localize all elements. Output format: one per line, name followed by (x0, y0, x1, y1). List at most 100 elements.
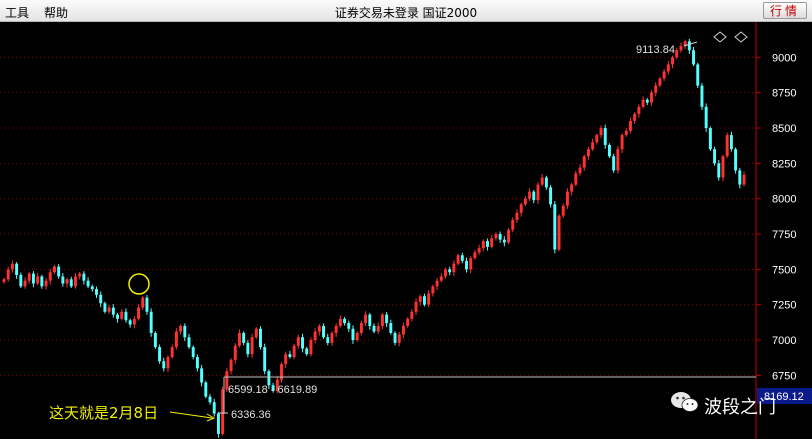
candle-body (195, 357, 199, 369)
diamond-marker-icon[interactable] (713, 31, 727, 43)
current-price-label: 8169.12 (764, 391, 804, 403)
candle-body (48, 272, 52, 281)
candle-body (6, 269, 10, 280)
candle-body (645, 99, 649, 103)
candle-body (204, 382, 208, 397)
candle-body (679, 46, 683, 51)
candlestick-chart[interactable]: 9000 8750 8500 8250 8000 7750 7500 7250 7000 6750… (0, 22, 812, 439)
candle-body (347, 323, 351, 329)
candle-body (734, 149, 738, 171)
candle-body (452, 263, 456, 273)
candle-body (296, 337, 300, 346)
candle-body (540, 177, 544, 185)
candle-body (23, 280, 27, 287)
tick-label: 7250 (772, 300, 796, 312)
candle-body (317, 325, 321, 332)
candle-body (263, 347, 267, 372)
candle-body (444, 269, 447, 277)
candle-body (376, 325, 380, 332)
candle-body (708, 128, 712, 150)
candle-body (544, 177, 548, 188)
candle-body (380, 314, 384, 326)
candle-body (27, 273, 31, 281)
candle-body (713, 149, 717, 164)
candle-body (578, 167, 582, 174)
candle-body (107, 307, 111, 312)
menu-help[interactable]: 帮助 (44, 6, 69, 20)
tick-label: 7000 (772, 335, 796, 347)
candle-body (343, 318, 347, 324)
candle-body (179, 325, 183, 332)
candle-body (427, 293, 431, 305)
high-annotation: 9113.84 (636, 41, 698, 56)
candle-body (519, 204, 523, 213)
candle-body (372, 325, 376, 332)
candle-body (267, 371, 271, 386)
candle-body (338, 318, 342, 326)
candle-body (90, 286, 94, 290)
candle-body (696, 64, 700, 86)
candle-body (654, 85, 658, 93)
candle-body (271, 385, 275, 391)
candle-body (44, 280, 48, 287)
candle-body (212, 402, 216, 414)
candle-body (191, 347, 195, 358)
candle-body (721, 156, 725, 178)
candle-body (565, 191, 569, 206)
candle-body (671, 57, 674, 65)
range-annotation: 6599.18 - 6619.89 (223, 376, 756, 414)
candle-body (662, 71, 666, 79)
candle-body (465, 260, 468, 270)
watermark-text: 波段之门 (704, 397, 776, 418)
candle-body (410, 311, 414, 319)
candle-body (616, 149, 620, 171)
candle-body (422, 296, 426, 305)
candle-body (259, 328, 262, 348)
candle-body (313, 331, 317, 341)
candle-body (549, 187, 553, 205)
candle-body (490, 238, 494, 247)
window-title: 证券交易未登录 国证2000 (334, 6, 478, 20)
candle-body (74, 276, 77, 287)
candle-body (40, 276, 44, 287)
candle-body (431, 286, 435, 294)
tick-label: 7750 (772, 229, 796, 241)
candle-body (683, 41, 687, 47)
candle-body (574, 173, 578, 185)
candle-body (221, 389, 225, 434)
candle-body (570, 184, 574, 192)
candle-body (111, 307, 115, 315)
candle-body (162, 361, 166, 369)
candle-body (330, 332, 334, 343)
candle-body (61, 276, 65, 284)
tick-label: 8750 (772, 88, 796, 100)
candle-body (557, 215, 561, 250)
diamond-marker-icon-2[interactable] (734, 31, 748, 43)
candle-body (738, 170, 742, 185)
candle-body (742, 174, 746, 185)
candle-body (95, 289, 98, 295)
candle-body (225, 371, 229, 390)
candle-body (355, 332, 359, 341)
candle-body (368, 314, 372, 326)
candle-body (599, 128, 603, 136)
candle-body (326, 337, 330, 343)
candle-body (477, 248, 481, 253)
candle-body (15, 263, 19, 276)
candle-body (717, 163, 721, 178)
tick-label: 8250 (772, 158, 796, 170)
candle-body (502, 239, 506, 243)
candle-body (288, 354, 292, 358)
candle-body (448, 269, 452, 273)
low-label: 6336.36 (231, 409, 271, 421)
quote-button[interactable]: 行情 (763, 2, 807, 19)
candle-body (603, 128, 607, 145)
candle-body (675, 50, 679, 58)
candle-body (132, 318, 136, 325)
candle-body (187, 337, 191, 348)
candle-body (406, 318, 410, 326)
candle-body (280, 364, 283, 380)
candle-body (200, 368, 204, 383)
candle-body (624, 130, 628, 136)
menu-tools[interactable]: 工具 (5, 6, 30, 20)
